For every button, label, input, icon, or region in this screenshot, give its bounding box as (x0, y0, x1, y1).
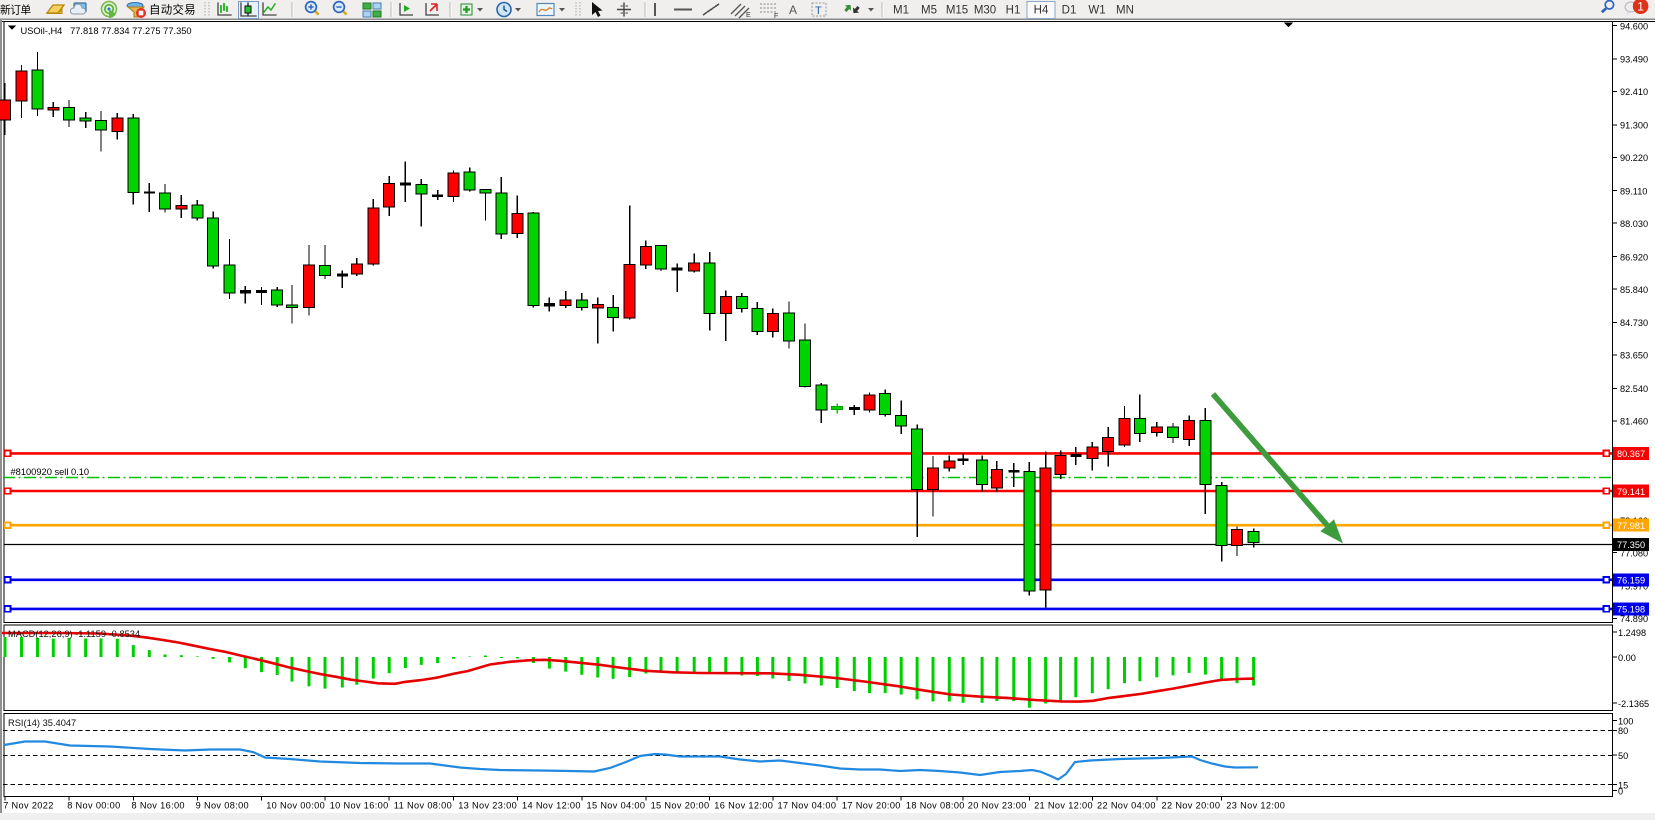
svg-text:RSI(14) 35.4047: RSI(14) 35.4047 (8, 718, 76, 728)
svg-text:23 Nov 12:00: 23 Nov 12:00 (1226, 801, 1285, 811)
svg-text:88.030: 88.030 (1620, 219, 1648, 229)
svg-text:81.460: 81.460 (1620, 417, 1648, 427)
svg-text:76.159: 76.159 (1617, 576, 1645, 586)
svg-text:17 Nov 20:00: 17 Nov 20:00 (842, 801, 901, 811)
svg-text:74.890: 74.890 (1620, 614, 1648, 624)
svg-text:91.300: 91.300 (1620, 121, 1648, 131)
svg-text:1.2498: 1.2498 (1618, 628, 1646, 638)
svg-text:#8100920 sell 0.10: #8100920 sell 0.10 (11, 467, 90, 477)
svg-text:15 Nov 20:00: 15 Nov 20:00 (651, 801, 710, 811)
svg-text:-2.1365: -2.1365 (1618, 699, 1649, 709)
svg-text:75.970: 75.970 (1620, 582, 1648, 592)
svg-text:93.490: 93.490 (1620, 55, 1648, 65)
svg-text:20 Nov 23:00: 20 Nov 23:00 (968, 801, 1027, 811)
svg-text:M1: M1 (893, 5, 909, 17)
svg-text:13 Nov 23:00: 13 Nov 23:00 (458, 801, 517, 811)
svg-text:18 Nov 08:00: 18 Nov 08:00 (906, 801, 965, 811)
svg-text:77.350: 77.350 (1617, 540, 1645, 550)
svg-text:94.600: 94.600 (1620, 21, 1648, 31)
svg-text:21 Nov 12:00: 21 Nov 12:00 (1034, 801, 1093, 811)
svg-text:17 Nov 04:00: 17 Nov 04:00 (778, 801, 837, 811)
svg-text:80: 80 (1618, 726, 1628, 736)
svg-text:90.220: 90.220 (1620, 153, 1648, 163)
svg-text:75.198: 75.198 (1617, 605, 1645, 615)
svg-text:14 Nov 12:00: 14 Nov 12:00 (522, 801, 581, 811)
svg-text:79.141: 79.141 (1617, 487, 1645, 497)
svg-text:0.00: 0.00 (1618, 653, 1636, 663)
svg-text:M5: M5 (921, 5, 937, 17)
svg-text:86.920: 86.920 (1620, 252, 1648, 262)
svg-text:77.981: 77.981 (1617, 521, 1645, 531)
svg-text:82.540: 82.540 (1620, 384, 1648, 394)
svg-text:83.650: 83.650 (1620, 351, 1648, 361)
svg-text:10 Nov 00:00: 10 Nov 00:00 (266, 801, 325, 811)
svg-text:MN: MN (1116, 5, 1134, 17)
svg-text:92.410: 92.410 (1620, 87, 1648, 97)
svg-text:USOil-,H4 77.818 77.834 77.2: USOil-,H4 77.818 77.834 77.275 77.350 (21, 26, 192, 36)
svg-text:22 Nov 04:00: 22 Nov 04:00 (1097, 801, 1156, 811)
svg-text:77.080: 77.080 (1620, 548, 1648, 558)
svg-text:D1: D1 (1062, 5, 1077, 17)
svg-text:W1: W1 (1088, 5, 1105, 17)
svg-text:100: 100 (1618, 716, 1633, 726)
svg-text:8 Nov 16:00: 8 Nov 16:00 (132, 801, 185, 811)
svg-text:15: 15 (1618, 780, 1628, 790)
svg-text:89.110: 89.110 (1620, 187, 1647, 197)
svg-text:22 Nov 20:00: 22 Nov 20:00 (1162, 801, 1221, 811)
svg-text:80.367: 80.367 (1617, 449, 1645, 459)
svg-text:16 Nov 12:00: 16 Nov 12:00 (714, 801, 773, 811)
svg-text:H1: H1 (1006, 5, 1021, 17)
svg-text:1: 1 (1637, 0, 1644, 14)
svg-text:自动交易: 自动交易 (149, 3, 196, 17)
svg-text:50: 50 (1618, 751, 1628, 761)
svg-text:新订单: 新订单 (0, 3, 31, 17)
svg-text:T: T (815, 5, 822, 17)
svg-text:7 Nov 2022: 7 Nov 2022 (3, 801, 54, 811)
svg-text:15 Nov 04:00: 15 Nov 04:00 (587, 801, 646, 811)
svg-text:9 Nov 08:00: 9 Nov 08:00 (196, 801, 249, 811)
svg-text:M15: M15 (946, 5, 968, 17)
svg-text:H4: H4 (1034, 5, 1049, 17)
svg-text:10 Nov 16:00: 10 Nov 16:00 (330, 801, 389, 811)
svg-text:11 Nov 08:00: 11 Nov 08:00 (394, 801, 452, 811)
svg-text:8 Nov 00:00: 8 Nov 00:00 (67, 801, 120, 811)
svg-text:85.840: 85.840 (1620, 285, 1648, 295)
svg-text:84.730: 84.730 (1620, 318, 1648, 328)
svg-text:A: A (789, 3, 797, 17)
svg-text:0: 0 (1618, 786, 1623, 796)
svg-text:MACD(12,26,9) -1.1159 -0.8534: MACD(12,26,9) -1.1159 -0.8534 (8, 629, 140, 639)
svg-text:E: E (746, 12, 751, 19)
svg-text:F: F (774, 13, 778, 20)
svg-text:M30: M30 (974, 5, 996, 17)
